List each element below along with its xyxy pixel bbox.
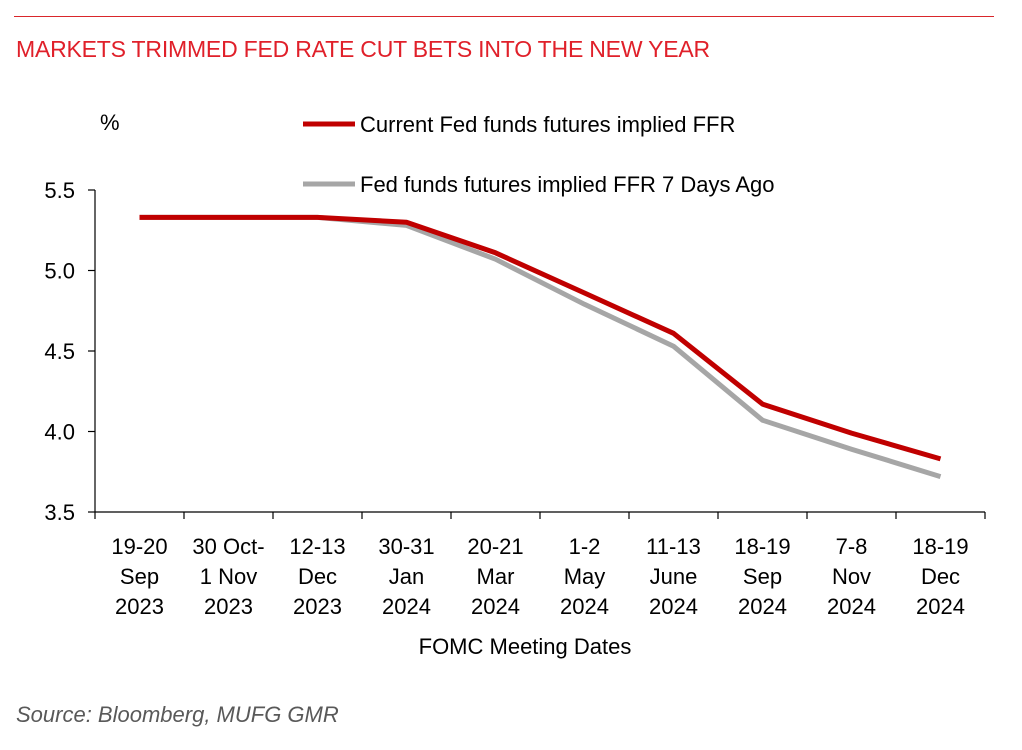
x-tick-label: 18-19: [734, 534, 790, 559]
x-tick-label: Sep: [120, 564, 159, 589]
x-tick-label: 19-20: [111, 534, 167, 559]
line-chart: 3.5 4.0 4.5 5.0 5.5% 19-20 Sep 2023 30 Oct- 1 Nov…: [44, 110, 986, 659]
x-tick-label: 2024: [560, 594, 609, 619]
x-tick-label: 2023: [293, 594, 342, 619]
y-tick-label: 4.5: [44, 339, 75, 364]
x-tick-label: 12-13: [289, 534, 345, 559]
x-tick-label: 2024: [649, 594, 698, 619]
x-tick-label: Jan: [389, 564, 424, 589]
x-tick-label: Dec: [921, 564, 960, 589]
source-note: Source: Bloomberg, MUFG GMR: [16, 702, 339, 727]
series-layer: [139, 214, 942, 479]
x-tick-label: May: [564, 564, 606, 589]
x-tick-label: 1 Nov: [200, 564, 257, 589]
x-tick-label: Dec: [298, 564, 337, 589]
top-rule: [14, 16, 994, 17]
y-tick-label: 5.0: [44, 259, 75, 284]
x-tick-label: 30 Oct-: [192, 534, 264, 559]
y-tick-label: 3.5: [44, 500, 75, 525]
x-tick-label: June: [650, 564, 698, 589]
legend: Current Fed funds futures implied FFR Fed…: [303, 112, 775, 197]
x-tick-label: 2024: [382, 594, 431, 619]
x-tick-label: 7-8: [836, 534, 868, 559]
x-tick-label: 18-19: [912, 534, 968, 559]
axes: 3.5 4.0 4.5 5.0 5.5% 19-20 Sep 2023 30 Oct- 1 Nov…: [44, 110, 986, 659]
x-tick-label: 2024: [738, 594, 787, 619]
x-tick-label: Sep: [743, 564, 782, 589]
x-tick-label: 2024: [916, 594, 965, 619]
x-tick-label: 30-31: [378, 534, 434, 559]
x-tick-label: 2023: [115, 594, 164, 619]
legend-label-week-ago: Fed funds futures implied FFR 7 Days Ago: [360, 172, 775, 197]
x-tick-label: 20-21: [467, 534, 523, 559]
x-tick-label: 1-2: [569, 534, 601, 559]
x-tick-label: Nov: [832, 564, 871, 589]
series-line-current: [139, 214, 942, 462]
y-tick-label: 5.5: [44, 178, 75, 203]
y-tick-label: 4.0: [44, 420, 75, 445]
x-tick-label: 2024: [827, 594, 876, 619]
x-tick-label: Mar: [477, 564, 515, 589]
x-tick-label: 2023: [204, 594, 253, 619]
chart-title: MARKETS TRIMMED FED RATE CUT BETS INTO T…: [16, 36, 710, 62]
series-line-week-ago: [139, 214, 942, 479]
y-axis-label: %: [100, 110, 120, 135]
x-tick-label: 2024: [471, 594, 520, 619]
legend-label-current: Current Fed funds futures implied FFR: [360, 112, 735, 137]
x-tick-label: 11-13: [646, 534, 701, 559]
x-axis-label: FOMC Meeting Dates: [419, 634, 632, 659]
